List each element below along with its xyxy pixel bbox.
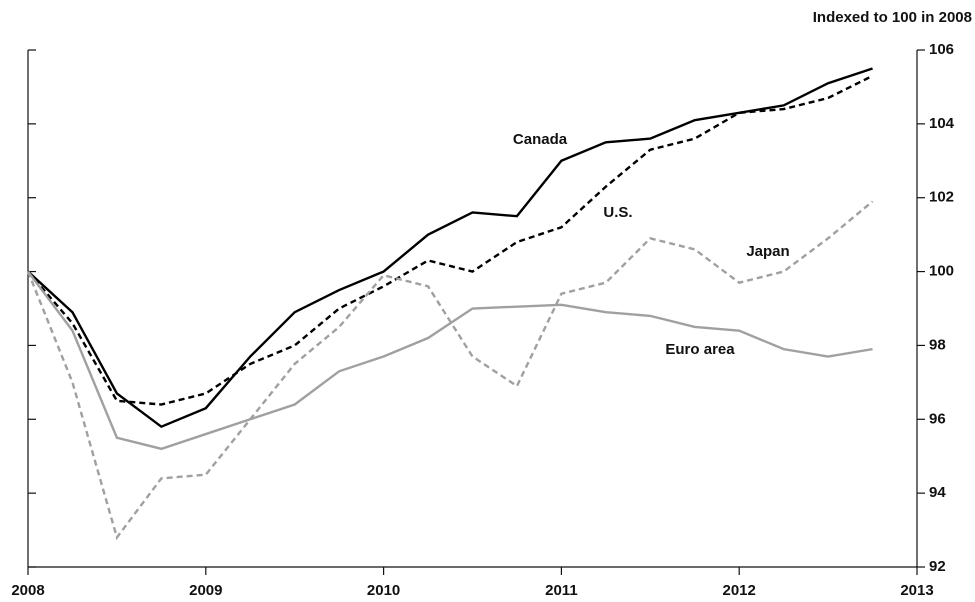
series-line [27, 67, 873, 429]
x-tick-label: 2012 [723, 582, 756, 599]
series-label: Canada [513, 131, 568, 148]
series-line [26, 200, 874, 541]
series-label: Euro area [665, 341, 735, 358]
axis-annotation: Indexed to 100 in 2008 [813, 9, 972, 26]
series-line [27, 74, 874, 406]
y-tick-label: 96 [929, 410, 946, 427]
x-tick-label: 2008 [11, 582, 44, 599]
y-tick-label: 92 [929, 558, 946, 575]
x-tick-label: 2010 [367, 582, 400, 599]
y-tick-label: 106 [929, 41, 954, 58]
y-tick-label: 100 [929, 263, 954, 280]
y-tick-label: 104 [929, 115, 955, 132]
x-tick-label: 2011 [545, 582, 578, 599]
y-tick-label: 98 [929, 336, 946, 353]
series-label: U.S. [603, 204, 632, 221]
series-label: Japan [746, 243, 789, 260]
y-tick-label: 94 [929, 484, 946, 501]
y-tick-label: 102 [929, 189, 954, 206]
series-line [27, 270, 873, 451]
x-tick-label: 2009 [189, 582, 222, 599]
x-tick-label: 2013 [900, 582, 933, 599]
